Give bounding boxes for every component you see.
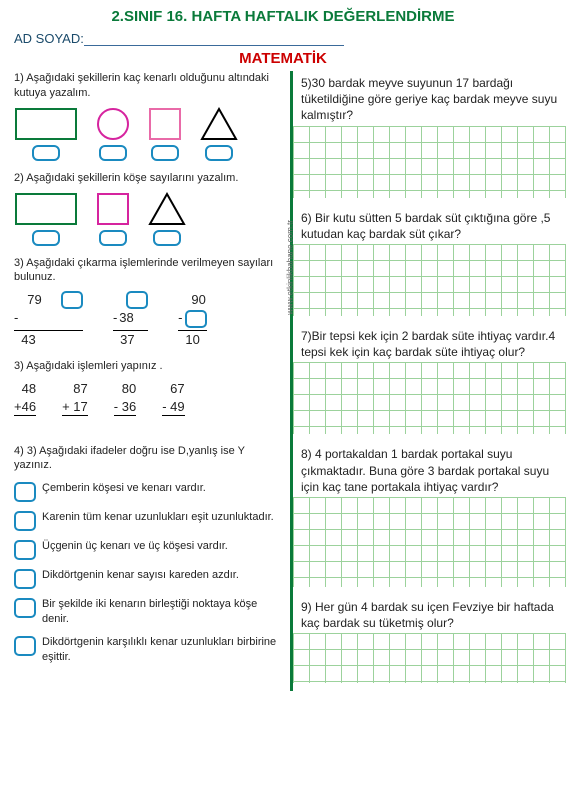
question-3b: 3) Aşağıdaki işlemleri yapınız . 48+46 8… bbox=[14, 359, 280, 433]
square-icon bbox=[96, 192, 130, 226]
subtraction-row: 79 - 43 -38 37 90 - 10 bbox=[14, 291, 280, 349]
tf-item: Dikdörtgenin kenar sayısı kareden azdır. bbox=[14, 568, 280, 589]
q2-num: 2) bbox=[14, 172, 24, 184]
question-9: 9) Her gün 4 bardak su içen Fevziye bir … bbox=[293, 595, 566, 633]
tf-text: Üçgenin üç kenarı ve üç köşesi vardır. bbox=[42, 539, 228, 554]
sub3-result: 10 bbox=[185, 332, 199, 347]
tf-text: Dikdörtgenin karşılıklı kenar uzunluklar… bbox=[42, 635, 280, 665]
sub1-top: 79 bbox=[27, 291, 41, 309]
tf-box[interactable] bbox=[14, 511, 36, 531]
circle-icon bbox=[96, 107, 130, 141]
sub-problem-1: 79 - 43 bbox=[14, 291, 83, 349]
answer-grid[interactable] bbox=[293, 244, 566, 316]
tf-item: Bir şekilde iki kenarın birleştiği nokta… bbox=[14, 597, 280, 627]
arith-1: 48+46 bbox=[14, 380, 36, 434]
answer-grid[interactable] bbox=[293, 633, 566, 683]
question-1: 1) Aşağıdaki şekillerin kaç kenarlı oldu… bbox=[14, 71, 280, 161]
sub1-result: 43 bbox=[21, 332, 35, 347]
question-8: 8) 4 portakaldan 1 bardak portakal suyu … bbox=[293, 442, 566, 497]
question-6: 6) Bir kutu sütten 5 bardak süt çıktığın… bbox=[293, 206, 566, 244]
q4-text: Aşağıdaki ifadeler doğru ise D,yanlış is… bbox=[14, 445, 245, 472]
answer-grid[interactable] bbox=[293, 362, 566, 434]
q2-text: Aşağıdaki şekillerin köşe sayılarını yaz… bbox=[26, 172, 238, 184]
question-5: 5)30 bardak meyve suyunun 17 bardağı tük… bbox=[293, 71, 566, 126]
tf-item: Üçgenin üç kenarı ve üç köşesi vardır. bbox=[14, 539, 280, 560]
answer-box[interactable] bbox=[32, 230, 60, 246]
question-2: 2) Aşağıdaki şekillerin köşe sayılarını … bbox=[14, 171, 280, 246]
q4-num: 4) 3) bbox=[14, 445, 37, 457]
answer-box[interactable] bbox=[185, 310, 207, 328]
q3b-num: 3) bbox=[14, 360, 24, 372]
q1-shapes bbox=[14, 107, 280, 161]
arith-3: 80- 36 bbox=[114, 380, 136, 434]
answer-box[interactable] bbox=[32, 145, 60, 161]
tf-text: Dikdörtgenin kenar sayısı kareden azdır. bbox=[42, 568, 239, 583]
triangle-icon bbox=[200, 107, 238, 141]
arith-2: 87+ 17 bbox=[62, 380, 88, 434]
tf-text: Karenin tüm kenar uzunlukları eşit uzunl… bbox=[42, 510, 274, 525]
q1-text: Aşağıdaki şekillerin kaç kenarlı olduğun… bbox=[14, 72, 269, 99]
sub-problem-3: 90 - 10 bbox=[178, 291, 206, 349]
answer-box[interactable] bbox=[151, 145, 179, 161]
answer-box[interactable] bbox=[99, 145, 127, 161]
tf-box[interactable] bbox=[14, 598, 36, 618]
tf-box[interactable] bbox=[14, 636, 36, 656]
q3-text: Aşağıdaki çıkarma işlemlerinde verilmeye… bbox=[14, 257, 273, 284]
tf-item: Çemberin köşesi ve kenarı vardır. bbox=[14, 481, 280, 502]
question-7: 7)Bir tepsi kek için 2 bardak süte ihtiy… bbox=[293, 324, 566, 362]
arithmetic-row: 48+46 87+ 17 80- 36 67- 49 bbox=[14, 380, 280, 434]
answer-grid[interactable] bbox=[293, 126, 566, 198]
tf-box[interactable] bbox=[14, 569, 36, 589]
tf-text: Bir şekilde iki kenarın birleştiği nokta… bbox=[42, 597, 280, 627]
answer-box[interactable] bbox=[61, 291, 83, 309]
answer-box[interactable] bbox=[205, 145, 233, 161]
triangle-icon bbox=[148, 192, 186, 226]
subject-title: MATEMATİK bbox=[0, 48, 566, 71]
name-label: AD SOYAD: bbox=[14, 31, 84, 46]
name-row: AD SOYAD: bbox=[0, 29, 566, 48]
sub-problem-2: -38 37 bbox=[113, 291, 148, 349]
tf-item: Dikdörtgenin karşılıklı kenar uzunluklar… bbox=[14, 635, 280, 665]
answer-box[interactable] bbox=[126, 291, 148, 309]
q3-num: 3) bbox=[14, 257, 24, 269]
q1-num: 1) bbox=[14, 72, 24, 84]
rectangle-icon bbox=[14, 107, 78, 141]
page-title: 2.SINIF 16. HAFTA HAFTALIK DEĞERLENDİRME bbox=[0, 0, 566, 29]
sub3-top: 90 bbox=[191, 291, 205, 309]
sub2-bottom: 38 bbox=[119, 310, 133, 325]
right-column: 5)30 bardak meyve suyunun 17 bardağı tük… bbox=[290, 71, 566, 691]
answer-box[interactable] bbox=[153, 230, 181, 246]
left-column: 1) Aşağıdaki şekillerin kaç kenarlı oldu… bbox=[0, 71, 290, 691]
arith-4: 67- 49 bbox=[162, 380, 184, 434]
tf-text: Çemberin köşesi ve kenarı vardır. bbox=[42, 481, 206, 496]
answer-grid[interactable] bbox=[293, 497, 566, 587]
q3b-text: Aşağıdaki işlemleri yapınız . bbox=[26, 360, 162, 372]
rectangle-icon bbox=[14, 192, 78, 226]
sub2-result: 37 bbox=[120, 332, 134, 347]
name-input-line[interactable] bbox=[84, 45, 344, 46]
tf-box[interactable] bbox=[14, 540, 36, 560]
tf-item: Karenin tüm kenar uzunlukları eşit uzunl… bbox=[14, 510, 280, 531]
answer-box[interactable] bbox=[99, 230, 127, 246]
square-icon bbox=[148, 107, 182, 141]
tf-box[interactable] bbox=[14, 482, 36, 502]
question-3: 3) Aşağıdaki çıkarma işlemlerinde verilm… bbox=[14, 256, 280, 350]
q2-shapes bbox=[14, 192, 280, 246]
question-4: 4) 3) Aşağıdaki ifadeler doğru ise D,yan… bbox=[14, 444, 280, 665]
watermark: www.etkinlikbahane.com.tr bbox=[286, 220, 295, 315]
